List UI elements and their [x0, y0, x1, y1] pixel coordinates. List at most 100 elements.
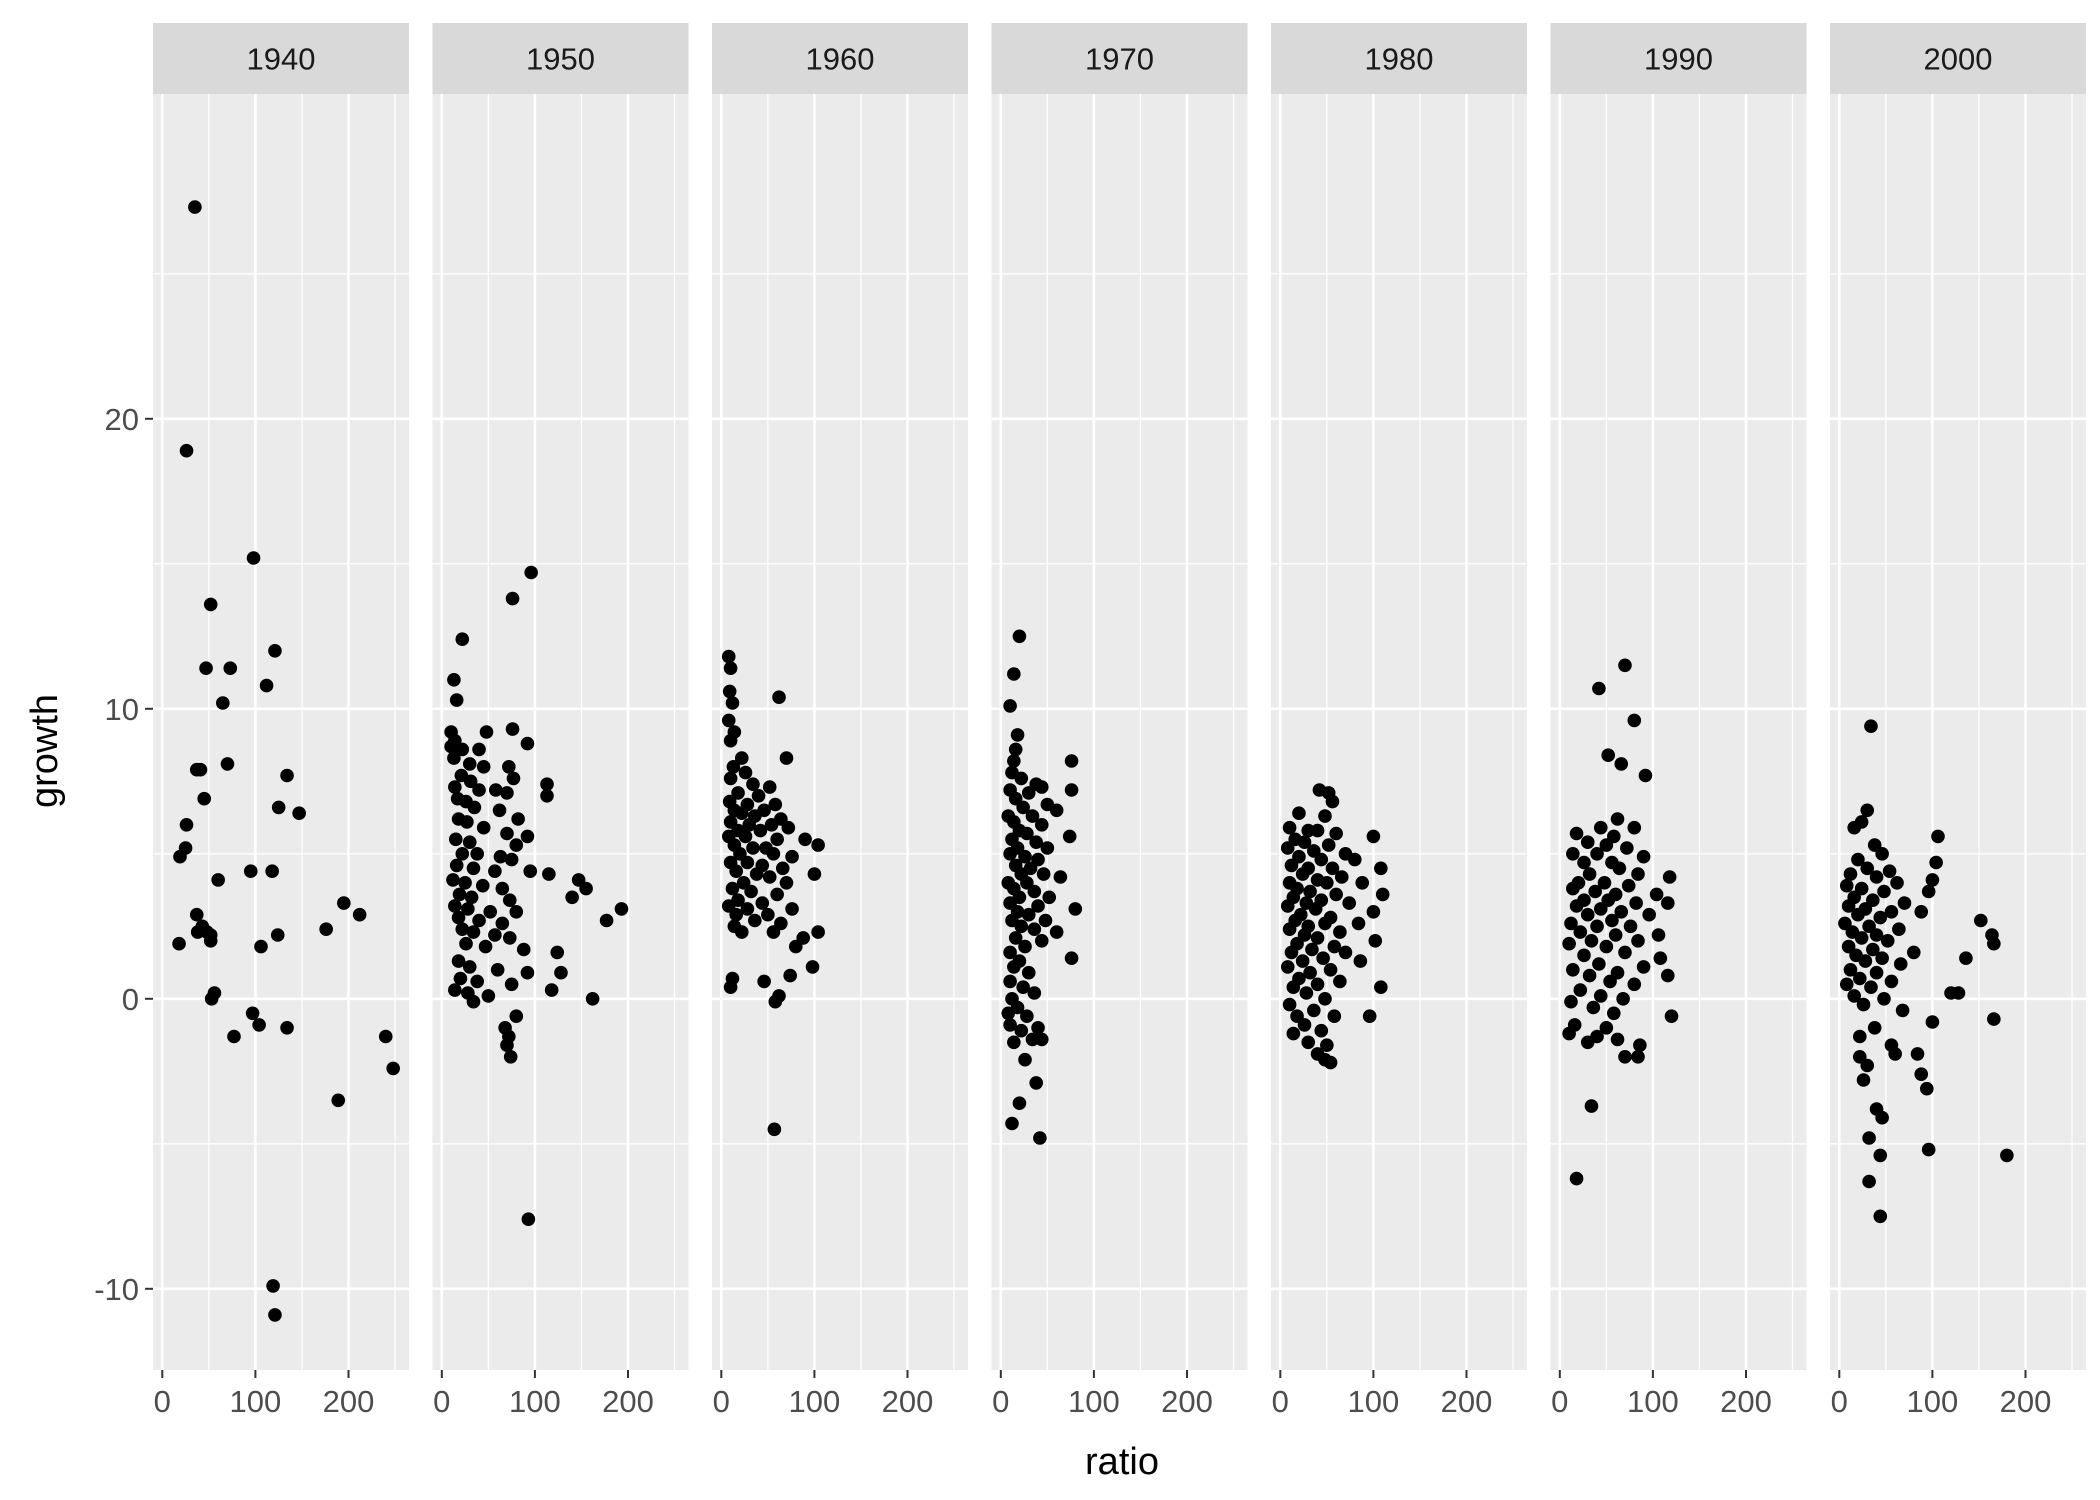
data-point — [509, 838, 524, 852]
x-tick-label: 200 — [602, 1384, 654, 1419]
data-point — [766, 925, 781, 939]
data-point — [1884, 974, 1899, 989]
data-point — [1856, 997, 1871, 1012]
data-point — [767, 1122, 782, 1137]
data-point — [495, 881, 510, 896]
data-point — [1295, 954, 1310, 968]
data-point — [1586, 1000, 1601, 1015]
data-point — [271, 800, 286, 815]
data-point — [1877, 884, 1891, 899]
data-point — [768, 994, 783, 1009]
data-point — [1064, 754, 1079, 768]
data-point — [1049, 925, 1064, 939]
panel-background — [712, 94, 968, 1370]
data-point — [1021, 965, 1036, 980]
data-point — [1864, 719, 1878, 733]
data-point — [188, 200, 202, 214]
panel-background — [1271, 94, 1527, 1370]
data-point — [1580, 1035, 1595, 1050]
panel-background — [432, 94, 689, 1370]
data-point — [1605, 913, 1619, 928]
data-point — [740, 855, 755, 870]
data-point — [1627, 977, 1642, 992]
data-point — [475, 878, 490, 893]
data-point — [1649, 887, 1664, 902]
facet-strip — [991, 23, 1248, 94]
data-point — [1851, 907, 1865, 922]
data-point — [742, 818, 757, 832]
data-point — [1593, 902, 1608, 916]
data-point — [1592, 681, 1606, 696]
data-point — [488, 928, 502, 942]
data-point — [1347, 852, 1362, 867]
data-point — [500, 786, 514, 800]
data-point — [1318, 809, 1332, 823]
points — [1280, 783, 1390, 1070]
data-point — [173, 849, 187, 864]
data-point — [1839, 977, 1854, 992]
data-point — [1660, 896, 1675, 910]
data-point — [1068, 902, 1083, 916]
data-point — [1610, 1032, 1625, 1047]
data-point — [1592, 957, 1606, 971]
x-tick-label: 100 — [1907, 1384, 1959, 1419]
x-tick-label: 0 — [1831, 1384, 1848, 1419]
data-point — [1036, 867, 1051, 881]
data-point — [1307, 1003, 1321, 1018]
data-point — [1064, 783, 1079, 797]
data-point — [331, 1093, 346, 1108]
data-point — [220, 757, 235, 771]
data-point — [751, 789, 766, 803]
data-point — [492, 803, 507, 818]
data-point — [1862, 1131, 1876, 1145]
data-point — [2000, 1148, 2014, 1163]
data-point — [726, 760, 741, 774]
data-point — [779, 751, 794, 765]
data-point — [1029, 835, 1043, 849]
data-point — [1284, 858, 1299, 873]
x-tick-label: 200 — [882, 1384, 934, 1419]
data-point — [511, 812, 525, 826]
data-point — [1308, 902, 1323, 916]
data-point — [259, 678, 274, 693]
data-point — [455, 742, 470, 757]
data-point — [738, 829, 753, 844]
data-point — [1034, 934, 1049, 948]
data-point — [449, 858, 464, 873]
y-tick-label: 0 — [122, 982, 139, 1017]
data-point — [1847, 989, 1862, 1003]
data-point — [1064, 951, 1079, 965]
data-point — [734, 806, 749, 820]
data-point — [211, 873, 225, 887]
data-point — [386, 1061, 400, 1076]
data-point — [1860, 861, 1875, 876]
data-point — [1329, 887, 1343, 902]
data-point — [462, 757, 477, 771]
data-point — [1664, 1009, 1679, 1023]
data-point — [502, 760, 516, 774]
data-point — [1873, 1209, 1888, 1224]
data-point — [1866, 942, 1880, 957]
data-point — [216, 696, 230, 710]
data-point — [1873, 910, 1888, 925]
data-point — [1653, 951, 1668, 965]
data-point — [444, 739, 458, 754]
data-point — [1582, 867, 1597, 881]
data-point — [554, 965, 568, 980]
data-point — [246, 551, 261, 565]
data-point — [1636, 849, 1651, 864]
data-point — [1286, 980, 1301, 994]
facet-panel-1950: 1950 0 100 200 — [432, 23, 689, 1419]
data-point — [489, 783, 503, 797]
data-point — [479, 725, 494, 739]
data-point — [1310, 977, 1325, 992]
data-point — [1021, 786, 1036, 800]
data-point — [614, 902, 629, 916]
data-point — [565, 890, 579, 905]
data-point — [1959, 951, 1973, 965]
data-point — [1618, 658, 1632, 673]
data-point — [1008, 742, 1023, 757]
data-point — [1566, 847, 1580, 861]
data-point — [1875, 951, 1889, 965]
data-point — [1564, 994, 1578, 1009]
